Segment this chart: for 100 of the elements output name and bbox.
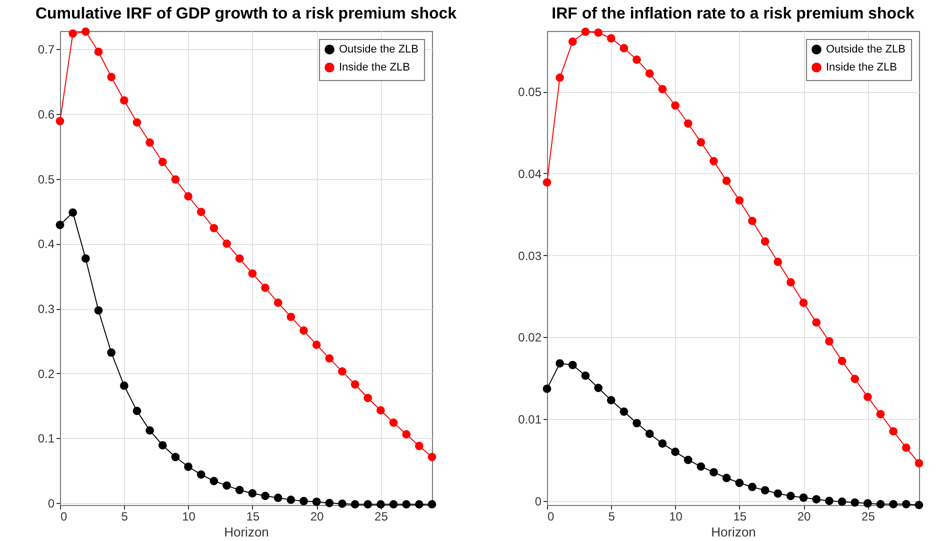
point xyxy=(902,444,910,452)
point xyxy=(850,498,860,507)
point xyxy=(120,96,128,105)
chart-title: IRF of the inflation rate to a risk premium shock xyxy=(552,6,914,23)
point xyxy=(671,101,680,110)
point xyxy=(556,359,564,368)
point xyxy=(107,72,116,82)
point xyxy=(914,500,924,510)
point xyxy=(274,298,282,307)
y-tick-label: 0.6 xyxy=(38,108,55,122)
point xyxy=(171,175,180,184)
point xyxy=(389,500,398,509)
point xyxy=(222,481,231,490)
point xyxy=(364,500,372,509)
point xyxy=(222,240,231,248)
point xyxy=(248,269,257,278)
point xyxy=(350,500,360,509)
point xyxy=(632,55,641,64)
y-tick-label: 0.4 xyxy=(38,237,55,252)
y-tick-label: 0.2 xyxy=(38,366,55,381)
point xyxy=(722,176,731,185)
point xyxy=(889,500,898,508)
point xyxy=(748,216,756,226)
point xyxy=(696,138,706,147)
legend-label: Inside the ZLB xyxy=(826,62,897,74)
point xyxy=(261,492,270,500)
point xyxy=(710,468,718,476)
point xyxy=(684,119,692,128)
point xyxy=(748,482,756,492)
y-tick-label: 0.03 xyxy=(518,248,542,263)
point xyxy=(606,396,616,404)
point xyxy=(645,430,654,438)
point xyxy=(645,69,654,78)
point xyxy=(760,486,770,494)
x-tick-label: 5 xyxy=(608,510,616,524)
point xyxy=(338,500,346,508)
y-tick-label: 0 xyxy=(48,496,55,511)
point xyxy=(81,27,90,36)
x-tick-label: 0 xyxy=(548,510,554,524)
point xyxy=(620,44,628,52)
point xyxy=(312,340,321,350)
point xyxy=(56,116,64,126)
point xyxy=(402,500,411,509)
y-tick-label: 0.7 xyxy=(38,42,55,57)
legend-label: Inside the ZLB xyxy=(339,62,410,74)
y-tick-label: 0.3 xyxy=(38,302,55,316)
x-axis-title: Horizon xyxy=(224,524,269,540)
point xyxy=(594,384,602,392)
point xyxy=(300,326,308,335)
point xyxy=(338,367,346,376)
x-tick-label: 15 xyxy=(246,510,260,524)
point xyxy=(286,496,296,504)
y-tick-label: 0.01 xyxy=(518,412,542,427)
point xyxy=(120,382,128,390)
point xyxy=(107,348,116,357)
point xyxy=(735,196,744,205)
point xyxy=(542,178,552,187)
point xyxy=(184,462,192,471)
point xyxy=(710,156,718,166)
point xyxy=(620,408,628,416)
point xyxy=(902,500,910,508)
point xyxy=(235,486,244,494)
point xyxy=(146,138,154,147)
point xyxy=(568,360,577,370)
point xyxy=(248,489,257,498)
point xyxy=(132,406,142,416)
y-tick-label: 0.02 xyxy=(518,330,542,345)
point xyxy=(786,278,795,286)
y-tick-label: 0.04 xyxy=(518,166,542,181)
point xyxy=(325,498,334,508)
point xyxy=(825,496,834,506)
point xyxy=(325,354,334,363)
point xyxy=(914,459,924,468)
point xyxy=(414,500,424,509)
point xyxy=(825,337,834,346)
point xyxy=(274,494,282,502)
point xyxy=(414,442,424,450)
x-tick-label: 20 xyxy=(310,510,324,524)
x-tick-label: 10 xyxy=(669,510,683,524)
point xyxy=(556,73,564,82)
point xyxy=(812,318,821,327)
point xyxy=(300,496,308,506)
point xyxy=(261,284,270,292)
point xyxy=(158,158,167,166)
point xyxy=(196,470,206,479)
point xyxy=(774,258,782,266)
point xyxy=(684,456,692,464)
point xyxy=(210,476,218,486)
point xyxy=(838,498,846,506)
point xyxy=(799,298,808,307)
point xyxy=(286,312,296,322)
point xyxy=(542,384,552,393)
point xyxy=(876,410,885,418)
point xyxy=(876,500,885,508)
point xyxy=(184,192,192,201)
point xyxy=(196,208,206,216)
y-tick-label: 0.5 xyxy=(38,172,55,186)
legend-label: Outside the ZLB xyxy=(826,44,906,56)
point xyxy=(568,37,577,46)
point xyxy=(581,28,590,36)
